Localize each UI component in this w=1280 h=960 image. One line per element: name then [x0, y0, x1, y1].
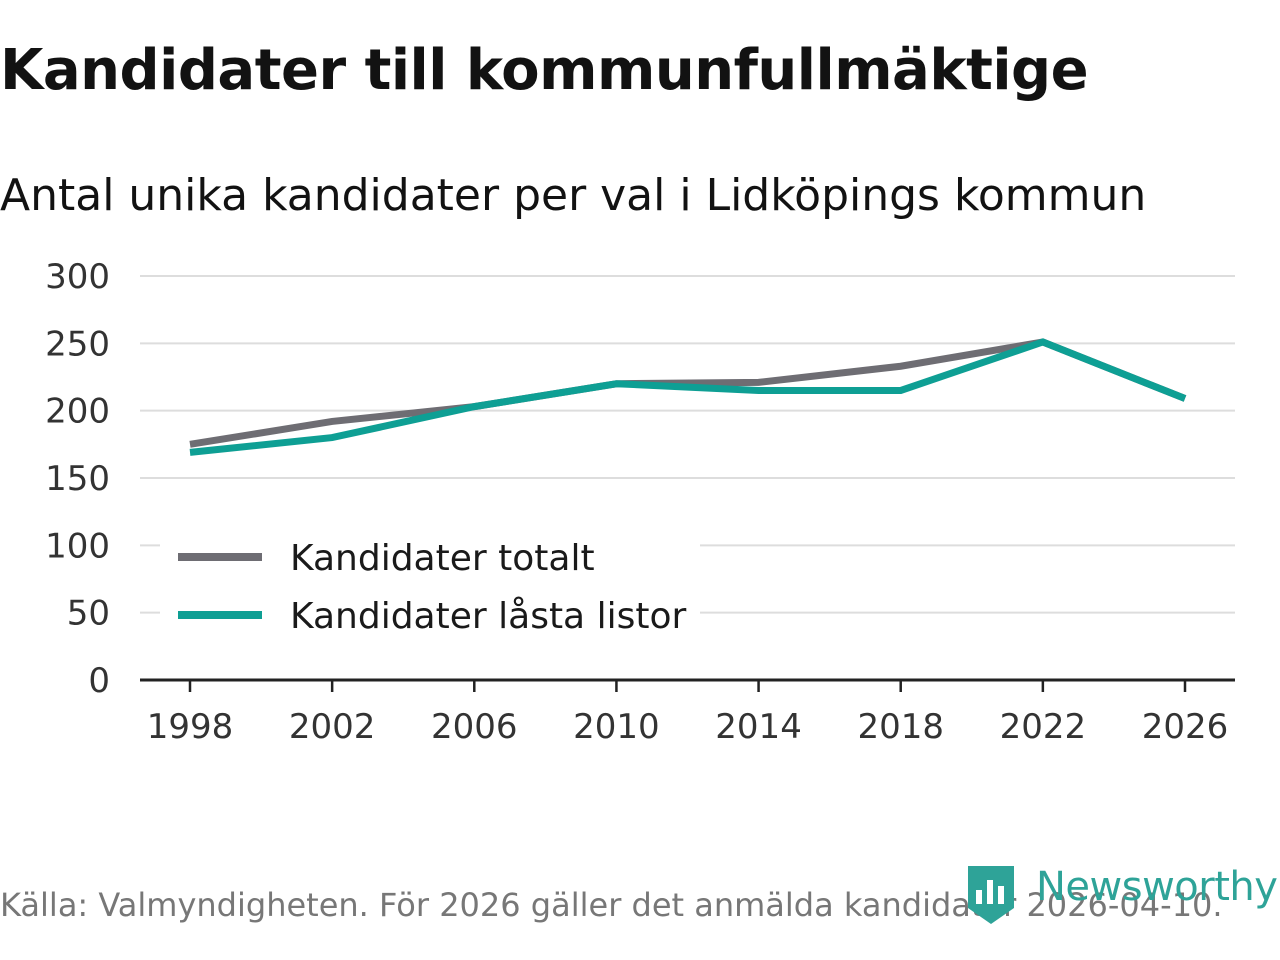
series-line-kandidater-totalt [189, 338, 1187, 448]
x-tick-label: 2006 [431, 707, 518, 747]
source-note: Källa: Valmyndigheten. För 2026 gäller d… [0, 886, 1223, 924]
x-tick-label: 2026 [1142, 707, 1229, 747]
x-tick-label: 2010 [573, 707, 660, 747]
newsworthy-logo: Newsworthy [966, 864, 1278, 928]
chart-title: Kandidater till kommunfullmäktige [0, 38, 1089, 103]
x-tick-label: 2018 [857, 707, 944, 747]
newsworthy-logo-text: Newsworthy [1036, 864, 1278, 910]
chart-subtitle: Antal unika kandidater per val i Lidköpi… [0, 170, 1147, 221]
y-tick-label: 0 [88, 661, 110, 701]
x-tick-label: 2014 [715, 707, 802, 747]
x-axis-ticks: 1998 2002 2006 2010 2014 2018 2022 2026 [147, 680, 1229, 747]
y-tick-label: 100 [45, 526, 110, 566]
newsworthy-logo-icon [968, 866, 1014, 924]
y-axis-ticks: 0 50 100 150 200 250 300 [45, 257, 110, 701]
legend-label: Kandidater låsta listor [290, 596, 686, 637]
legend: Kandidater totalt Kandidater låsta listor [160, 520, 700, 645]
y-tick-label: 200 [45, 392, 110, 432]
y-tick-label: 300 [45, 257, 110, 297]
series-line-kandidater-lasta-listor [189, 338, 1187, 456]
x-tick-label: 2002 [289, 707, 376, 747]
y-tick-label: 250 [45, 324, 110, 364]
y-tick-label: 50 [67, 594, 110, 634]
legend-label: Kandidater totalt [290, 538, 595, 579]
legend-background [160, 520, 700, 645]
y-tick-label: 150 [45, 459, 110, 499]
series-lines [189, 338, 1187, 456]
x-tick-label: 1998 [147, 707, 234, 747]
x-tick-label: 2022 [1000, 707, 1087, 747]
